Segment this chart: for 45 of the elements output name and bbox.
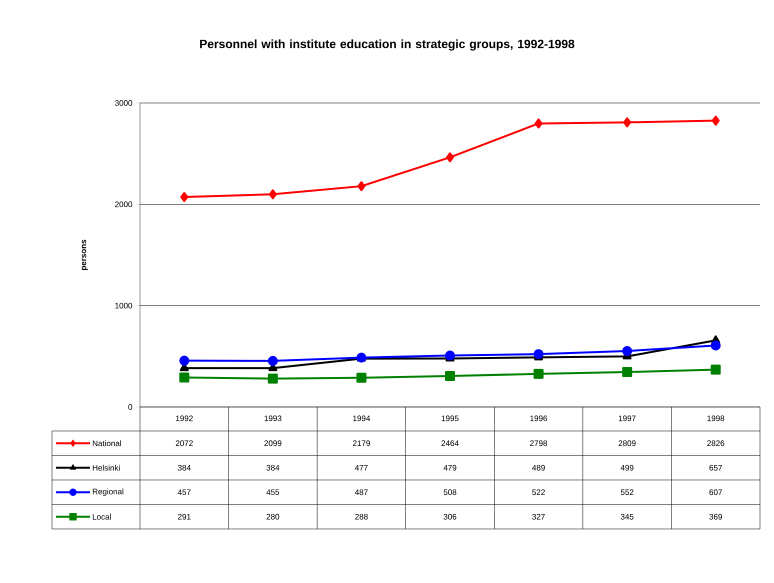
data-label: 384 (266, 464, 280, 471)
data-label: 327 (532, 514, 545, 520)
data-label: 2826 (707, 440, 724, 446)
data-label: 345 (620, 514, 634, 520)
data-label: 457 (178, 489, 191, 496)
data-label: 2809 (618, 440, 636, 446)
legend-label: Helsinki (92, 464, 120, 471)
y-axis-title: persons (82, 240, 88, 270)
y-tick-label: 3000 (114, 100, 132, 106)
x-tick-label: 1993 (264, 416, 282, 422)
data-label: 2179 (352, 440, 370, 446)
legend-label: Local (92, 514, 111, 520)
x-tick-label: 1992 (176, 416, 193, 422)
data-label: 552 (620, 489, 634, 496)
data-label: 2072 (176, 440, 193, 446)
data-label: 479 (444, 464, 456, 471)
chart-title: Personnel with institute education in strategic groups, 1992-1998 (200, 39, 574, 51)
legend-label: Regional (92, 488, 124, 496)
data-label: 2099 (264, 440, 282, 446)
legend-label: National (92, 440, 122, 446)
data-label: 291 (178, 514, 191, 520)
y-tick-label: 0 (128, 404, 132, 410)
data-label: 280 (266, 514, 280, 520)
data-label: 384 (178, 464, 191, 471)
data-label: 489 (532, 464, 545, 471)
y-tick-label: 1000 (115, 302, 132, 308)
data-label: 487 (354, 489, 368, 496)
data-label: 499 (620, 464, 634, 471)
data-label: 2464 (442, 440, 459, 446)
data-label: 288 (355, 514, 368, 520)
data-label: 2798 (530, 440, 548, 446)
y-tick-label: 2000 (115, 201, 132, 208)
x-tick-label: 1998 (707, 416, 724, 422)
x-tick-label: 1995 (442, 416, 459, 422)
data-label: 369 (709, 514, 722, 520)
data-label: 477 (354, 464, 368, 470)
x-tick-label: 1994 (353, 416, 370, 422)
x-tick-label: 1997 (618, 416, 636, 422)
data-label: 306 (444, 514, 456, 520)
data-label: 607 (709, 489, 722, 496)
x-tick-label: 1996 (530, 416, 548, 422)
data-label: 508 (444, 489, 456, 496)
data-label: 522 (532, 489, 545, 496)
data-label: 657 (709, 464, 722, 471)
data-label: 455 (266, 489, 280, 496)
